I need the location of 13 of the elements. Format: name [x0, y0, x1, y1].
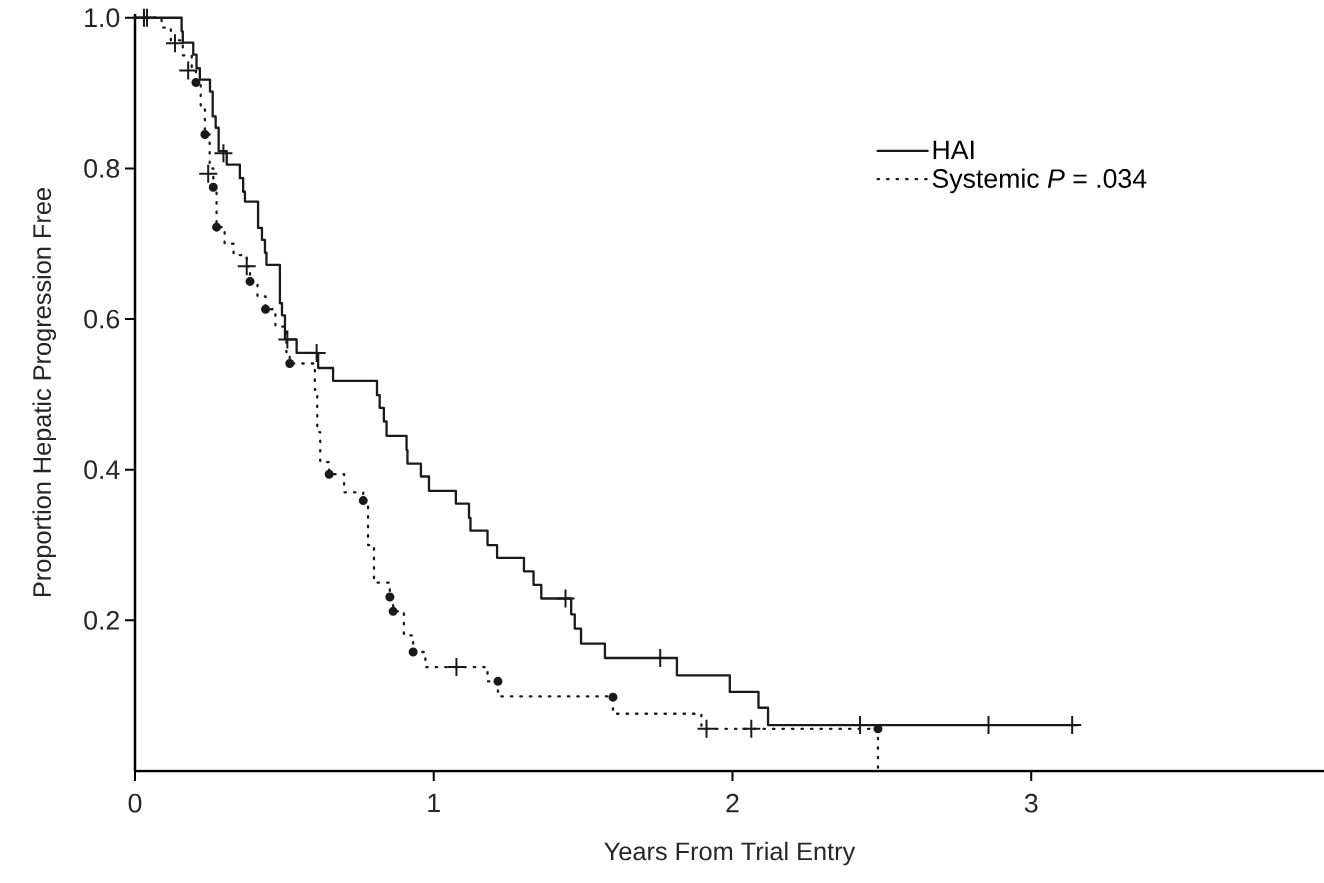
x-tick-label: 3	[1024, 793, 1038, 813]
legend-label: HAI	[933, 140, 974, 160]
y-tick-label: 0.4	[84, 460, 120, 480]
y-tick-label: 0.6	[84, 309, 120, 329]
x-tick-label: 0	[128, 793, 142, 813]
x-tick-label: 1	[428, 793, 440, 813]
y-axis-title: Proportion Hepatic Progression Free	[32, 188, 57, 597]
y-tick-label: 0.8	[84, 158, 120, 178]
x-axis-title: Years From Trial Entry	[604, 841, 856, 866]
legend-label: Systemic P = .034	[932, 168, 1147, 194]
x-tick-label: 2	[726, 793, 739, 813]
y-tick-label: 1.0	[85, 8, 120, 28]
y-tick-label: 0.2	[84, 610, 119, 630]
